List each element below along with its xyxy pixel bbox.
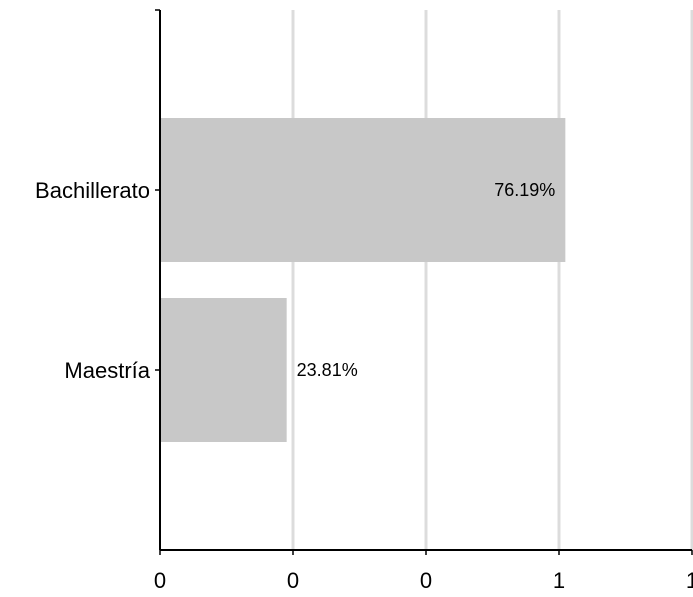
data-label: 76.19% bbox=[494, 180, 555, 200]
axis-layer bbox=[155, 9, 693, 555]
x-tick-label: 0 bbox=[154, 568, 166, 592]
x-tick-label: 0 bbox=[287, 568, 299, 592]
x-tick-label: 0 bbox=[420, 568, 432, 592]
x-tick-label: 1 bbox=[553, 568, 565, 592]
category-label: Bachillerato bbox=[35, 178, 150, 203]
bar bbox=[161, 118, 566, 262]
bar bbox=[161, 298, 287, 442]
category-label: Maestría bbox=[64, 358, 150, 383]
grid-layer bbox=[291, 10, 693, 550]
label-layer: 0 0 0 1 1 Bachillerato 76.19% Maestría 23.81% bbox=[35, 178, 693, 593]
x-tick-label: 1 bbox=[686, 568, 693, 592]
bar-layer bbox=[161, 118, 566, 442]
data-label: 23.81% bbox=[297, 360, 358, 380]
